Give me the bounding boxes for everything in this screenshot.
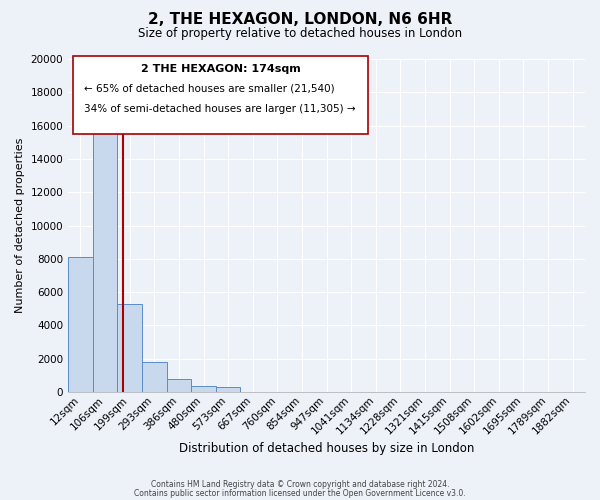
Bar [167, 379, 191, 392]
Text: Contains public sector information licensed under the Open Government Licence v3: Contains public sector information licen… [134, 488, 466, 498]
Text: ← 65% of detached houses are smaller (21,540): ← 65% of detached houses are smaller (21… [83, 84, 334, 94]
Text: 34% of semi-detached houses are larger (11,305) →: 34% of semi-detached houses are larger (… [83, 104, 355, 114]
Bar [216, 387, 241, 392]
Y-axis label: Number of detached properties: Number of detached properties [15, 138, 25, 313]
Bar [93, 118, 118, 392]
Bar [191, 386, 216, 392]
Bar [68, 257, 93, 392]
Text: Contains HM Land Registry data © Crown copyright and database right 2024.: Contains HM Land Registry data © Crown c… [151, 480, 449, 489]
Text: 2, THE HEXAGON, LONDON, N6 6HR: 2, THE HEXAGON, LONDON, N6 6HR [148, 12, 452, 28]
Bar [142, 362, 167, 392]
FancyBboxPatch shape [73, 56, 368, 134]
Bar [118, 304, 142, 392]
Text: Size of property relative to detached houses in London: Size of property relative to detached ho… [138, 28, 462, 40]
X-axis label: Distribution of detached houses by size in London: Distribution of detached houses by size … [179, 442, 474, 455]
Text: 2 THE HEXAGON: 174sqm: 2 THE HEXAGON: 174sqm [141, 64, 301, 74]
